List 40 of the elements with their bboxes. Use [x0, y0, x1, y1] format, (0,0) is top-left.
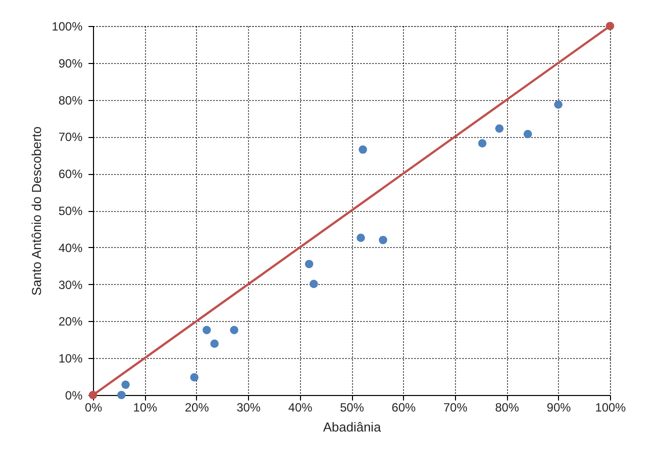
x-tick-label: 100% [595, 400, 626, 414]
point [117, 390, 126, 400]
y-tick-label: 70% [58, 130, 83, 144]
y-tick-label: 0% [65, 388, 83, 402]
x-tick-label: 10% [133, 400, 158, 414]
y-tick-label: 20% [58, 314, 83, 329]
x-tick-label: 50% [340, 400, 364, 414]
y-tick-label: 60% [58, 167, 83, 182]
point [304, 260, 314, 268]
x-tick-label: 60% [392, 400, 416, 414]
y-tick-label: 50% [58, 204, 83, 218]
point [358, 145, 368, 154]
y-tick-label: 10% [58, 352, 83, 366]
point [554, 100, 562, 109]
point [230, 326, 238, 334]
x-tick-label: 20% [184, 400, 210, 414]
point [495, 124, 504, 133]
point [524, 130, 532, 138]
x-tick-label: 90% [546, 400, 572, 414]
point [202, 326, 211, 334]
y-tick-label: 30% [58, 278, 83, 292]
point [478, 139, 486, 148]
y-tick-label: 90% [58, 56, 83, 70]
point [310, 280, 318, 288]
point [121, 380, 130, 389]
y-axis-title: Santo Antônio do Descoberto [28, 126, 44, 296]
point [190, 373, 199, 382]
point [356, 234, 365, 242]
x-tick-label: 30% [236, 400, 261, 414]
point [210, 340, 219, 348]
y-tick-label: 40% [58, 240, 83, 255]
x-tick-label: 80% [495, 400, 520, 414]
point [378, 236, 388, 244]
y-tick-label: 100% [52, 20, 83, 34]
x-tick-label: 40% [288, 400, 313, 414]
y-tick-label: 80% [58, 93, 83, 108]
point [606, 22, 614, 30]
x-tick-label: 0% [84, 400, 102, 414]
x-tick-label: 70% [443, 400, 468, 414]
x-axis-title: Abadiânia [323, 420, 382, 434]
